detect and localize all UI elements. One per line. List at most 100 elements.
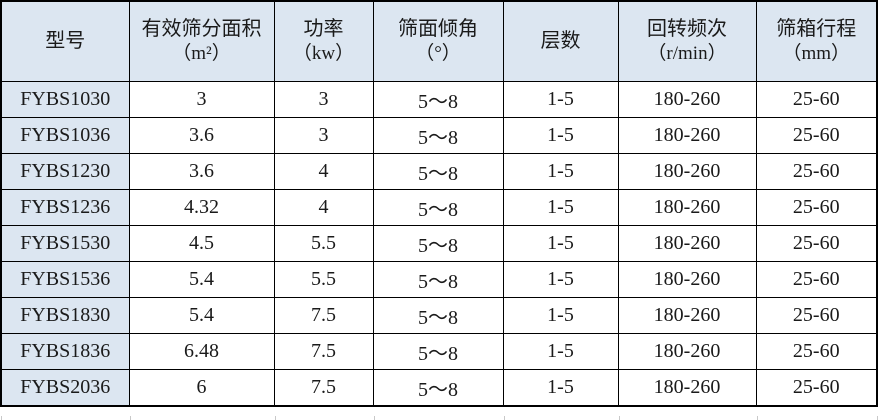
spec-table: 型号 有效筛分面积 （m²） 功率 （kw） 筛面倾角 （°） 层数 回转频次 （r/min） 筛箱… [0, 0, 878, 407]
header-unit: （m²） [172, 43, 231, 65]
header-label: 有效筛分面积 [141, 18, 262, 41]
value-cell: 3 [273, 81, 374, 118]
crop-stub-line [374, 416, 375, 420]
header-cell-5: 回转频次 （r/min） [617, 0, 757, 82]
value-cell: 3 [128, 81, 275, 118]
model-cell: FYBS1036 [0, 117, 130, 154]
value-cell: 5.4 [128, 261, 275, 298]
value-cell: 5～8 [372, 225, 504, 262]
table-row: FYBS1230 3.6 4 5～8 1-5 180-260 25-60 [0, 153, 878, 190]
value-cell: 5～8 [372, 153, 504, 190]
value-cell: 5～8 [372, 333, 504, 370]
model-cell: FYBS1030 [0, 81, 130, 118]
header-unit: （r/min） [647, 43, 727, 65]
header-cell-0: 型号 [0, 0, 130, 82]
value-cell: 5～8 [372, 261, 504, 298]
value-cell: 6 [128, 369, 275, 407]
value-cell: 3 [273, 117, 374, 154]
value-cell: 1-5 [502, 333, 619, 370]
value-cell: 5～8 [372, 81, 504, 118]
value-cell: 25-60 [755, 261, 878, 298]
value-cell: 5～8 [372, 369, 504, 407]
value-cell: 1-5 [502, 297, 619, 334]
model-cell: FYBS1830 [0, 297, 130, 334]
value-cell: 3.6 [128, 153, 275, 190]
header-cell-4: 层数 [502, 0, 619, 82]
value-cell: 4.5 [128, 225, 275, 262]
header-label: 型号 [45, 30, 86, 52]
table-row: FYBS1830 5.4 7.5 5～8 1-5 180-260 25-60 [0, 297, 878, 334]
value-cell: 1-5 [502, 225, 619, 262]
value-cell: 25-60 [755, 81, 878, 118]
value-cell: 4 [273, 189, 374, 226]
header-label: 回转频次 [647, 18, 727, 41]
model-cell: FYBS2036 [0, 369, 130, 407]
value-cell: 180-260 [617, 261, 757, 298]
header-cell-2: 功率 （kw） [273, 0, 374, 82]
value-cell: 5～8 [372, 297, 504, 334]
header-label: 筛面倾角 [398, 18, 478, 41]
value-cell: 180-260 [617, 117, 757, 154]
crop-stub-line [877, 416, 878, 420]
table-header: 型号 有效筛分面积 （m²） 功率 （kw） 筛面倾角 （°） 层数 回转频次 （r/min） 筛箱… [0, 0, 878, 82]
value-cell: 25-60 [755, 153, 878, 190]
header-cell-6: 筛箱行程 （mm） [755, 0, 878, 82]
header-cell-3: 筛面倾角 （°） [372, 0, 504, 82]
value-cell: 25-60 [755, 225, 878, 262]
model-cell: FYBS1836 [0, 333, 130, 370]
crop-stub-line [619, 416, 620, 420]
crop-stub-line [275, 416, 276, 420]
header-label: 层数 [540, 30, 581, 52]
value-cell: 4.32 [128, 189, 275, 226]
value-cell: 5.4 [128, 297, 275, 334]
crop-stub-line [504, 416, 505, 420]
crop-stub-line [1, 416, 2, 420]
table-row: FYBS2036 6 7.5 5～8 1-5 180-260 25-60 [0, 369, 878, 407]
crop-stub-line [757, 416, 758, 420]
value-cell: 7.5 [273, 369, 374, 407]
header-cell-1: 有效筛分面积 （m²） [128, 0, 275, 82]
header-label: 筛箱行程 [776, 18, 857, 41]
value-cell: 1-5 [502, 117, 619, 154]
table-row: FYBS1536 5.4 5.5 5～8 1-5 180-260 25-60 [0, 261, 878, 298]
value-cell: 25-60 [755, 333, 878, 370]
table-row: FYBS1236 4.32 4 5～8 1-5 180-260 25-60 [0, 189, 878, 226]
value-cell: 25-60 [755, 369, 878, 407]
header-label: 功率 [303, 18, 344, 41]
model-cell: FYBS1230 [0, 153, 130, 190]
value-cell: 7.5 [273, 297, 374, 334]
value-cell: 180-260 [617, 225, 757, 262]
value-cell: 7.5 [273, 333, 374, 370]
model-cell: FYBS1236 [0, 189, 130, 226]
value-cell: 3.6 [128, 117, 275, 154]
model-cell: FYBS1536 [0, 261, 130, 298]
value-cell: 180-260 [617, 81, 757, 118]
crop-stub-line [130, 416, 131, 420]
value-cell: 4 [273, 153, 374, 190]
value-cell: 5.5 [273, 261, 374, 298]
value-cell: 25-60 [755, 297, 878, 334]
value-cell: 180-260 [617, 189, 757, 226]
table-row: FYBS1030 3 3 5～8 1-5 180-260 25-60 [0, 81, 878, 118]
cropped-next-row-stub [0, 413, 884, 420]
table-row: FYBS1530 4.5 5.5 5～8 1-5 180-260 25-60 [0, 225, 878, 262]
model-cell: FYBS1530 [0, 225, 130, 262]
value-cell: 1-5 [502, 81, 619, 118]
header-unit: （°） [415, 43, 461, 65]
value-cell: 5～8 [372, 189, 504, 226]
value-cell: 1-5 [502, 153, 619, 190]
value-cell: 5～8 [372, 117, 504, 154]
value-cell: 25-60 [755, 189, 878, 226]
table-row: FYBS1836 6.48 7.5 5～8 1-5 180-260 25-60 [0, 333, 878, 370]
value-cell: 1-5 [502, 189, 619, 226]
header-unit: （kw） [292, 43, 355, 65]
value-cell: 1-5 [502, 369, 619, 407]
value-cell: 1-5 [502, 261, 619, 298]
value-cell: 5.5 [273, 225, 374, 262]
header-row: 型号 有效筛分面积 （m²） 功率 （kw） 筛面倾角 （°） 层数 回转频次 （r/min） 筛箱… [0, 0, 878, 82]
value-cell: 180-260 [617, 153, 757, 190]
table-body: FYBS1030 3 3 5～8 1-5 180-260 25-60 FYBS1036 3.6 3… [0, 81, 878, 407]
value-cell: 6.48 [128, 333, 275, 370]
table-row: FYBS1036 3.6 3 5～8 1-5 180-260 25-60 [0, 117, 878, 154]
